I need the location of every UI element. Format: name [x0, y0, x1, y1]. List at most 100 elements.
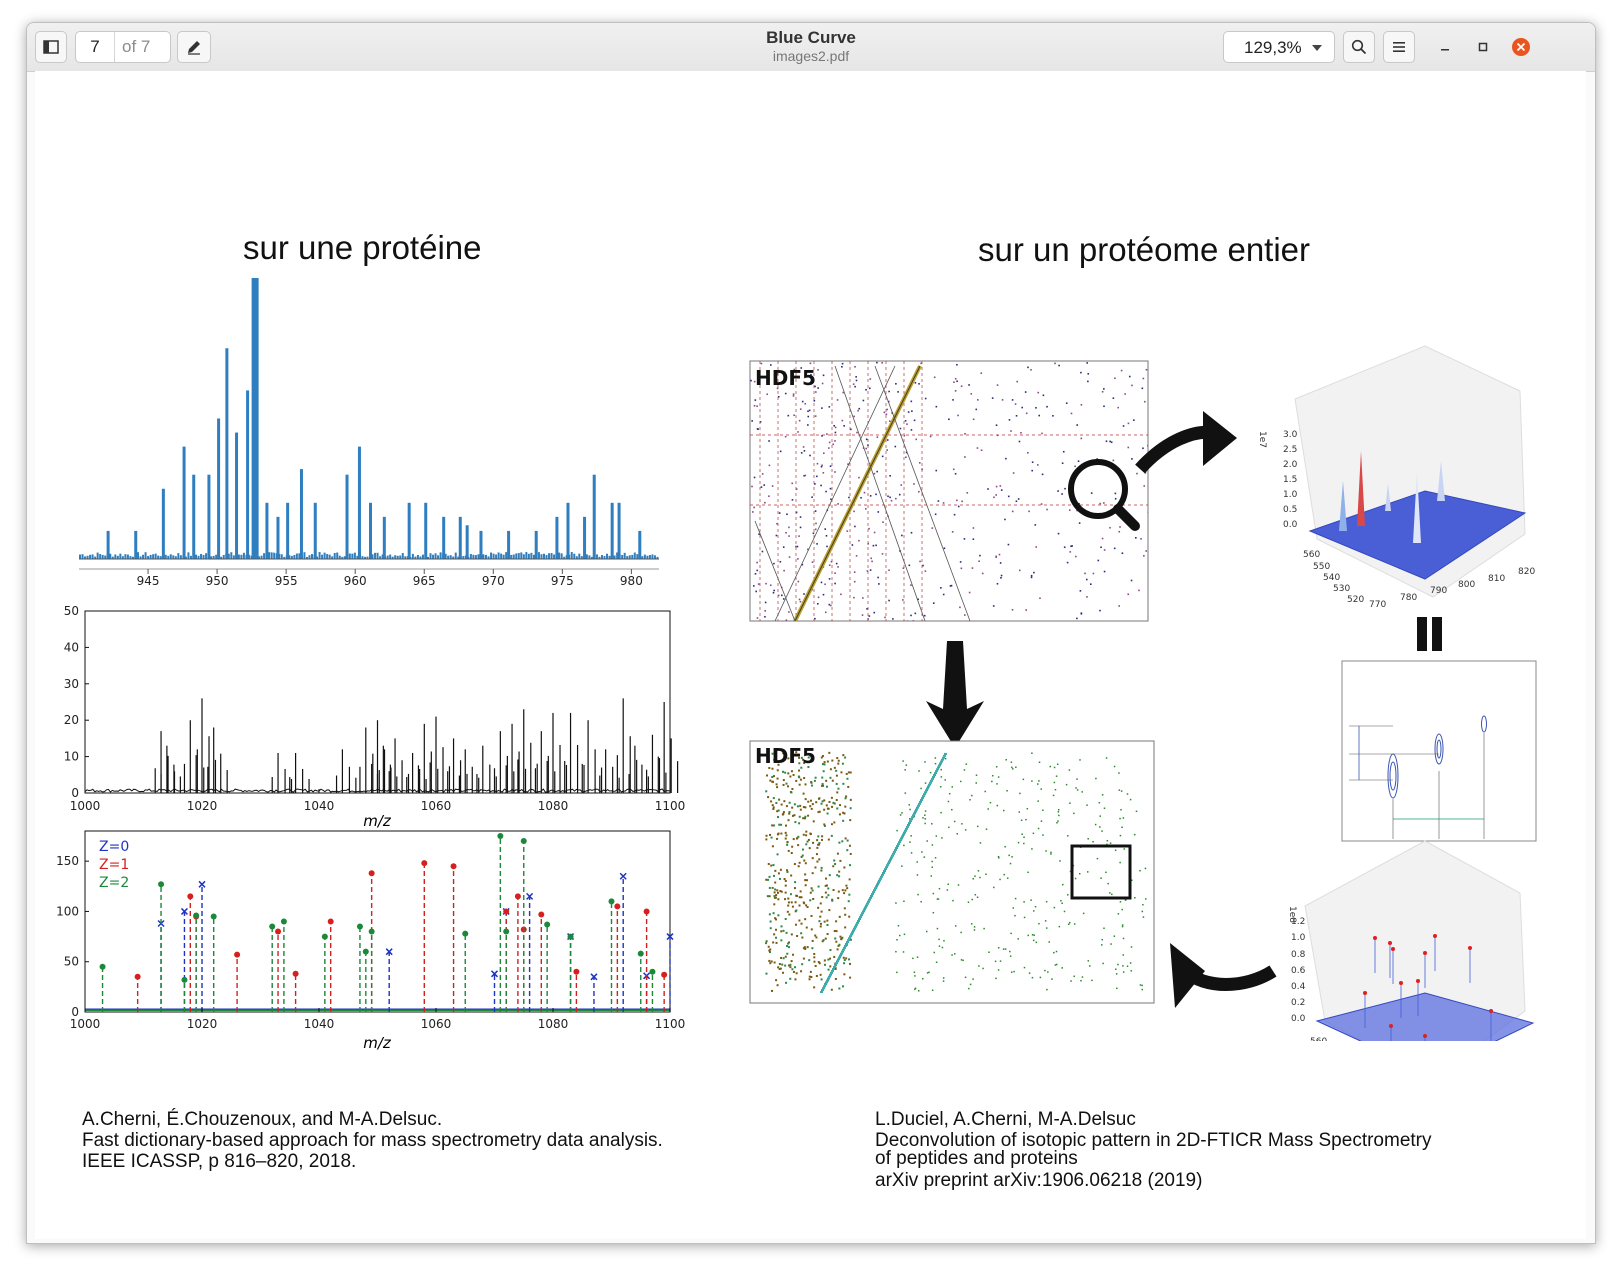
chevron-down-icon: [1312, 45, 1322, 51]
close-icon: [1512, 38, 1530, 56]
axis-3d-tick: 1.0: [1291, 933, 1306, 943]
maximize-button[interactable]: [1473, 37, 1493, 57]
sidebar-toggle-button[interactable]: [35, 31, 67, 63]
charge-marker: [210, 913, 217, 920]
charge-marker: [385, 948, 393, 956]
spectrum-peak: [276, 516, 280, 559]
chart3-y-tick: 150: [56, 854, 79, 868]
spectrum-peak: [566, 502, 570, 559]
axis-3d-tick: 820: [1518, 567, 1535, 577]
close-button[interactable]: [1511, 37, 1531, 57]
axis-3d-tick: 810: [1488, 574, 1505, 584]
spectrum-peak: [369, 502, 372, 559]
ylabel-3d-top: 1e7: [1257, 431, 1267, 448]
spectrum-peak: [134, 530, 138, 559]
axis-3d-tick: 0.0: [1291, 1014, 1306, 1024]
menu-button[interactable]: [1383, 31, 1415, 63]
spectrum-peak: [161, 488, 165, 559]
axis-3d-tick: 780: [1400, 593, 1417, 603]
chart2-xlabel: m/z: [363, 812, 392, 830]
scatter-3d-point: [1391, 947, 1395, 951]
charge-marker: [567, 933, 574, 940]
zoom-value: 129,3%: [1244, 38, 1302, 57]
chart3-x-tick: 1060: [421, 1017, 452, 1031]
chart2-y-tick: 30: [64, 677, 79, 691]
zoom-selector[interactable]: 129,3%: [1223, 31, 1335, 63]
axis-3d-tick: 2.0: [1283, 460, 1298, 470]
charge-marker: [187, 893, 194, 900]
spectrum-peak: [458, 516, 462, 559]
left-heading: sur une protéine: [243, 229, 482, 266]
contour-plot: [1341, 660, 1537, 842]
spectrum-peak: [592, 474, 596, 559]
axis-3d-tick: 0.8: [1291, 950, 1306, 960]
spectrum-peak: [424, 502, 428, 559]
maximize-icon: [1478, 42, 1488, 52]
charge-marker: [321, 933, 328, 940]
chart2-x-tick: 1000: [70, 799, 101, 813]
spectrum-peak: [507, 530, 511, 559]
left-ref-title: Fast dictionary-based approach for mass …: [82, 1130, 663, 1151]
charge-marker: [619, 872, 627, 880]
page-number-entry[interactable]: 7 of 7: [75, 31, 171, 63]
chart1-tick-label: 960: [344, 574, 367, 588]
chart3-y-tick: 50: [64, 955, 79, 969]
spectrum-peak: [217, 418, 221, 559]
charge-marker: [503, 928, 510, 935]
scatter-3d-point: [1433, 934, 1437, 938]
right-ref-title-cont: of peptides and proteins: [875, 1148, 1078, 1169]
scatter-3d-point: [1468, 946, 1472, 950]
chart2-x-tick: 1060: [421, 799, 452, 813]
chart3-y-tick: 100: [56, 904, 79, 918]
spectrum-peak: [225, 348, 229, 559]
pdf-page: sur une protéine sur un protéome entier …: [35, 71, 1586, 1239]
spectrum-peak: [265, 502, 269, 559]
scatter-3d-point: [1388, 941, 1392, 945]
chart2-y-tick: 0: [71, 786, 79, 800]
charge-marker: [503, 908, 510, 915]
annotate-button[interactable]: [177, 31, 211, 63]
chart2-y-tick: 20: [64, 713, 79, 727]
charge-marker: [134, 973, 141, 980]
charge-marker: [666, 933, 674, 941]
charge-state-chart: 1000 1020 1040 1060 1080 1100 0 50 100 150 Z=0 Z=1…: [56, 830, 685, 1052]
hdf5-map-top: HDF5: [749, 360, 1149, 622]
window-subtitle: images2.pdf: [772, 48, 850, 64]
charge-marker: [643, 908, 650, 915]
spectrum-peak: [106, 530, 110, 559]
chart2-x-tick: 1020: [187, 799, 218, 813]
spectrum-peak: [251, 278, 259, 559]
sidebar-toggle-icon: [43, 40, 59, 54]
charge-marker: [490, 970, 499, 978]
chart3-x-tick: 1040: [304, 1017, 335, 1031]
charge-marker: [520, 838, 527, 845]
charge-marker: [526, 892, 534, 900]
chart3-x-tick: 1080: [538, 1017, 569, 1031]
spectrum-peak: [534, 530, 538, 559]
spectrum-peak: [345, 474, 349, 559]
header-bar: 7 of 7 Blue Curve images2.pdf 129,3%: [27, 23, 1595, 72]
current-page[interactable]: 7: [90, 37, 100, 56]
charge-marker: [99, 963, 106, 970]
right-ref-authors: L.Duciel, A.Cherni, M-A.Delsuc: [875, 1109, 1136, 1130]
spectrum-peak: [407, 502, 411, 559]
minimize-icon: [1441, 49, 1449, 51]
spectrum-peak: [465, 525, 469, 559]
chart2-x-tick: 1080: [538, 799, 569, 813]
charge-marker: [198, 880, 206, 888]
spectrum-peak: [555, 516, 559, 559]
charge-marker: [356, 923, 363, 930]
chart1-tick-label: 950: [206, 574, 229, 588]
minimize-button[interactable]: [1435, 37, 1455, 57]
spectrum-peak: [192, 474, 196, 559]
chart2-x-tick: 1040: [304, 799, 335, 813]
axis-3d-tick: 1.0: [1283, 490, 1298, 500]
axis-3d-tick: 0.6: [1291, 966, 1306, 976]
charge-marker: [421, 860, 428, 867]
spectrum-peak: [246, 390, 250, 559]
axis-3d-tick: 0.2: [1291, 998, 1305, 1008]
arrow-right-icon: [1203, 411, 1237, 466]
chart2-y-tick: 50: [64, 604, 79, 618]
search-button[interactable]: [1343, 31, 1375, 63]
charge-marker: [637, 950, 644, 957]
